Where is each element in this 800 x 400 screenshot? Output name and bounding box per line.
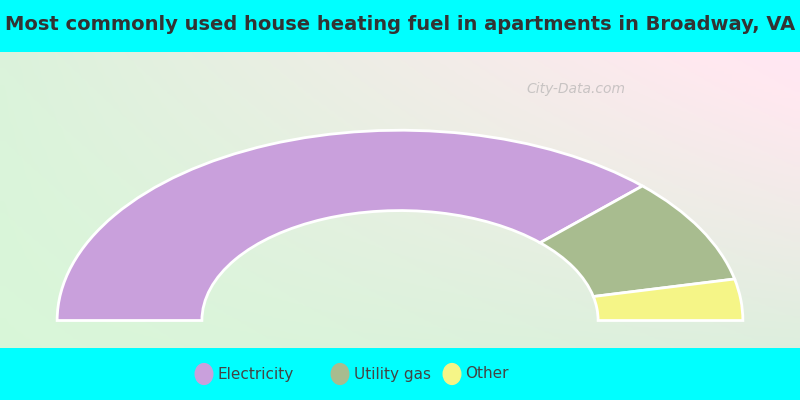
- Ellipse shape: [331, 364, 349, 384]
- Wedge shape: [540, 186, 734, 296]
- Wedge shape: [57, 130, 642, 320]
- Ellipse shape: [443, 364, 461, 384]
- Text: Utility gas: Utility gas: [354, 366, 430, 382]
- Wedge shape: [594, 279, 743, 320]
- Text: City-Data.com: City-Data.com: [526, 82, 626, 96]
- Text: Electricity: Electricity: [218, 366, 294, 382]
- Text: Other: Other: [466, 366, 509, 382]
- Text: Most commonly used house heating fuel in apartments in Broadway, VA: Most commonly used house heating fuel in…: [5, 16, 795, 34]
- Ellipse shape: [195, 364, 213, 384]
